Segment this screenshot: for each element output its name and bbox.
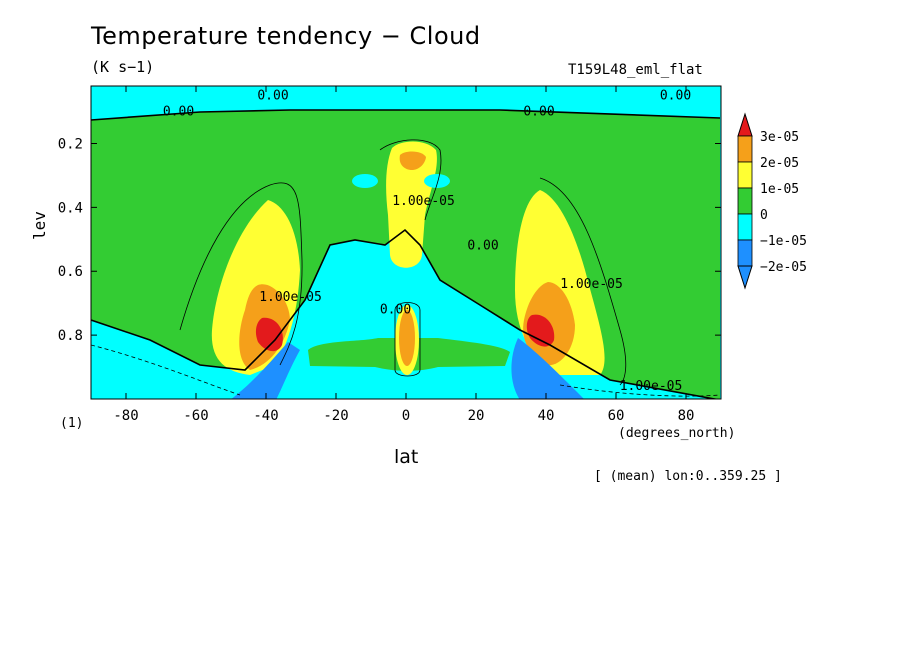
contour-fill <box>91 86 721 399</box>
fill-two <box>399 310 415 366</box>
x-tick-label: 80 <box>678 408 695 424</box>
fill-negative-bg <box>424 174 450 188</box>
y-tick-label: 0.2 <box>58 136 83 152</box>
colorbar-label: 3e-05 <box>760 130 799 145</box>
fill-three <box>526 314 555 347</box>
contour-label: 0.00 <box>380 303 411 318</box>
contour-dashed <box>91 344 241 396</box>
contour-label: 0.00 <box>660 89 691 104</box>
colorbar-label: 1e-05 <box>760 182 799 197</box>
fill-negative-two <box>511 338 584 399</box>
contour-labels: 0.00 0.00 0.00 0.00 0.00 0.00 1.00e-05 1.00e-05… <box>163 89 691 395</box>
colorbar: 3e-05 2e-05 1e-05 0 −1e-05 −2e-05 <box>737 112 807 290</box>
colorbar-label: −1e-05 <box>760 234 807 249</box>
units-label: (K s−1) <box>91 58 155 76</box>
fill-negative-two <box>231 342 300 399</box>
x-tick-label: -20 <box>323 408 348 424</box>
colorbar-label: 0 <box>760 208 768 223</box>
x-tick-label: 0 <box>402 408 410 424</box>
colorbar-swatch <box>737 187 753 215</box>
contour-zero <box>91 228 719 399</box>
x-tick-label: 20 <box>468 408 485 424</box>
x-tick-label: -40 <box>253 408 278 424</box>
x-tick-label: 40 <box>538 408 555 424</box>
colorbar-swatch <box>737 135 753 163</box>
colorbar-swatch <box>737 239 753 267</box>
contour-label: 0.00 <box>467 239 498 254</box>
contour-thin <box>179 182 303 366</box>
contour-thin <box>539 177 627 386</box>
x-tick-label: -80 <box>113 408 138 424</box>
y-tick-label: 0.8 <box>58 328 83 344</box>
x-tick-label: -60 <box>183 408 208 424</box>
averaging-footnote: [ (mean) lon:0..359.25 ] <box>594 469 782 484</box>
contour-label: 1.00e-05 <box>259 290 322 305</box>
contour-thin <box>379 139 442 221</box>
y-tick-label: 0.4 <box>58 200 83 216</box>
contour-label: 1.00e-05 <box>620 379 683 394</box>
corner-note: (1) <box>60 416 84 431</box>
colorbar-swatch <box>737 161 753 189</box>
colorbar-extend-top <box>737 112 753 137</box>
contour-thin <box>394 302 421 377</box>
fill-one <box>386 141 437 268</box>
y-axis: 0.2 0.4 0.6 0.8 <box>58 136 721 344</box>
colorbar-extend-bottom <box>737 265 753 290</box>
contour-label: 1.00e-05 <box>560 277 623 292</box>
contour-label: 0.00 <box>163 105 194 120</box>
y-tick-label: 0.6 <box>58 264 83 280</box>
run-label: T159L48_eml_flat <box>568 62 703 78</box>
x-axis: -80 -60 -40 -20 0 20 40 60 80 <box>113 86 694 424</box>
colorbar-label: 2e-05 <box>760 156 799 171</box>
contour-label: 0.00 <box>257 89 288 104</box>
x-tick-label: 60 <box>608 408 625 424</box>
fill-three <box>255 317 283 352</box>
contour-label: 1.00e-05 <box>392 194 455 209</box>
fill-two <box>399 151 426 170</box>
contour-zero <box>91 109 721 121</box>
fill-negative-bg <box>352 174 378 188</box>
chart-title: Temperature tendency − Cloud <box>91 22 481 50</box>
contour-lines <box>91 109 721 399</box>
contour-label: 0.00 <box>523 105 554 120</box>
colorbar-swatch <box>737 213 753 241</box>
x-axis-label: lat <box>394 446 419 468</box>
colorbar-label: −2e-05 <box>760 260 807 275</box>
x-axis-units: (degrees_north) <box>618 426 736 441</box>
